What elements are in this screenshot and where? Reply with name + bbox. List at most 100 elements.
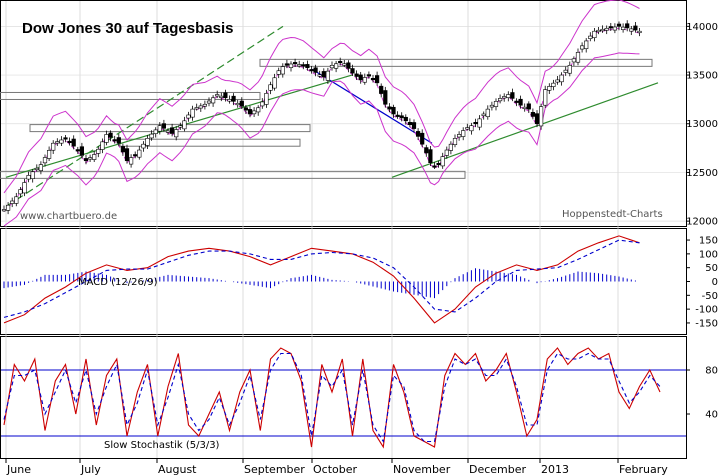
candle-body xyxy=(473,122,478,125)
candle-body xyxy=(223,92,228,99)
candle-body xyxy=(374,75,380,84)
candle-body xyxy=(452,138,458,146)
candle-body xyxy=(71,138,76,147)
trendline-0 xyxy=(5,25,284,208)
candle-body xyxy=(444,149,449,156)
candle-body xyxy=(100,141,105,150)
month-label-4: October xyxy=(313,463,357,476)
candle-body xyxy=(432,165,437,168)
candle-body xyxy=(231,95,236,102)
candle-body xyxy=(34,167,39,171)
candle-body xyxy=(530,112,535,117)
candle-body xyxy=(145,138,150,146)
stochastic-label: Slow Stochastik (5/3/3) xyxy=(104,440,220,451)
candle-body xyxy=(1,209,7,212)
candle-body xyxy=(186,114,191,119)
candle-body xyxy=(22,182,27,194)
macd-tick-label-1: 100 xyxy=(699,249,718,260)
candle-body xyxy=(358,74,363,81)
candle-body xyxy=(46,150,52,159)
price-tick-label-3: 13500 xyxy=(686,71,718,82)
candle-body xyxy=(149,133,154,139)
candle-body xyxy=(165,130,171,133)
candle-body xyxy=(596,29,601,33)
stochastic-lines xyxy=(3,347,661,449)
month-label-1: July xyxy=(80,463,101,476)
candle-body xyxy=(190,108,195,118)
candle-body xyxy=(510,92,515,99)
level-box-2 xyxy=(0,91,261,100)
candle-body xyxy=(329,65,335,69)
candle-body xyxy=(592,30,597,38)
candle-body xyxy=(633,25,638,31)
candle-body xyxy=(219,95,224,98)
y-axis-ticks: 12000 12500 13000 13500 14000 150 100 50 0 -50 -10… xyxy=(686,22,718,421)
candle-body xyxy=(469,125,474,132)
candle-body xyxy=(239,100,244,107)
candle-body xyxy=(559,74,564,83)
candle-body xyxy=(440,156,445,167)
candle-body xyxy=(543,89,548,106)
bollinger-middle xyxy=(3,27,640,212)
candle-body xyxy=(38,164,43,171)
macd-tick-label-0: 150 xyxy=(699,236,718,247)
candle-body xyxy=(198,105,203,109)
x-axis-months: June July August September October November De… xyxy=(5,458,668,476)
candle-body xyxy=(243,107,249,111)
candle-body xyxy=(629,28,634,32)
candle-body xyxy=(153,129,158,134)
stoch-panel-frame xyxy=(0,336,687,459)
candle-body xyxy=(461,130,466,137)
candle-body xyxy=(108,132,113,138)
candle-body xyxy=(538,106,544,127)
candle-body xyxy=(280,66,285,75)
price-tick-label-1: 12500 xyxy=(686,168,718,179)
candle-body xyxy=(387,106,392,110)
candle-body xyxy=(534,113,540,125)
candle-body xyxy=(395,114,400,117)
month-label-2: August xyxy=(158,463,197,476)
bollinger-bands xyxy=(3,0,640,227)
candle-body xyxy=(604,27,609,31)
candle-body xyxy=(63,137,68,140)
macd-lines xyxy=(3,235,640,324)
candle-body xyxy=(366,74,372,77)
watermark-right: Hoppenstedt-Charts xyxy=(562,209,663,220)
month-label-0: June xyxy=(6,463,31,476)
candle-body xyxy=(575,52,581,63)
candle-body xyxy=(497,98,503,102)
candle-body xyxy=(588,35,593,39)
candle-body xyxy=(116,137,121,144)
candle-body xyxy=(489,104,495,108)
candle-body xyxy=(235,102,240,106)
watermark-left: www.chartbuero.de xyxy=(20,211,117,222)
candle-body xyxy=(333,63,339,69)
candle-body xyxy=(485,108,490,118)
candle-body xyxy=(370,77,376,81)
month-gridlines xyxy=(5,1,619,458)
candle-body xyxy=(493,101,499,107)
candle-body xyxy=(92,154,97,160)
candle-body xyxy=(407,121,413,126)
candle-body xyxy=(26,175,31,180)
candle-body xyxy=(317,74,322,77)
macd-tick-label-6: -150 xyxy=(695,318,718,329)
candle-body xyxy=(424,147,429,154)
candle-body xyxy=(178,125,183,128)
candle-body xyxy=(260,101,265,107)
candle-body xyxy=(252,110,257,115)
candle-body xyxy=(612,26,617,31)
candle-body xyxy=(42,157,48,164)
stoch-tick-label-0: 80 xyxy=(705,366,718,377)
candle-body xyxy=(415,131,421,137)
candle-body xyxy=(616,23,622,27)
candle-body xyxy=(247,109,253,115)
candle-body xyxy=(141,143,146,149)
support-resistance-boxes xyxy=(0,58,653,179)
candle-body xyxy=(547,86,552,91)
price-tick-label-4: 14000 xyxy=(686,22,718,33)
macd-tick-label-2: 50 xyxy=(705,263,718,274)
candle-body xyxy=(276,70,281,75)
candle-body xyxy=(338,60,343,64)
